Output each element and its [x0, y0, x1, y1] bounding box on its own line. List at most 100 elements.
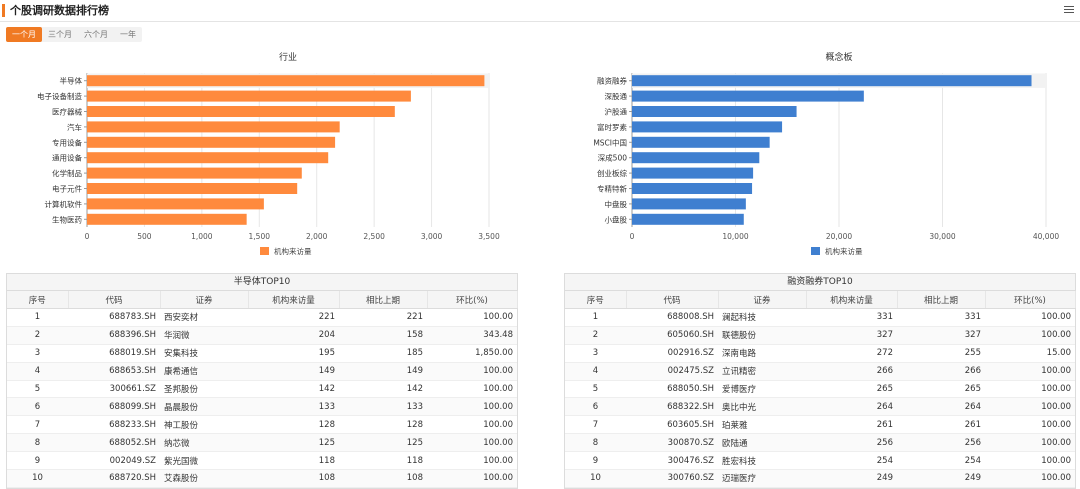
cell-previous: 254: [897, 451, 985, 471]
cell-visits: 327: [806, 326, 897, 345]
cell-change: 100.00: [985, 451, 1075, 471]
cell-security: 澜起科技: [718, 308, 806, 327]
cell-code: 688720.SH: [68, 469, 160, 488]
cell-code: 688019.SH: [68, 344, 160, 363]
cell-visits: 108: [248, 469, 339, 488]
cell-index: 1: [565, 308, 626, 327]
cell-visits: 125: [248, 433, 339, 453]
column-header-visits[interactable]: 机构来访量: [806, 291, 898, 309]
column-header-code[interactable]: 代码: [626, 291, 719, 309]
cell-security: 艾森股份: [160, 469, 248, 488]
legend-label: 机构来访量: [825, 246, 863, 256]
table-row[interactable]: 8 300870.SZ 欧陆通 256 256 100.00: [565, 433, 1075, 453]
cell-change: 15.00: [985, 344, 1075, 363]
column-header-index[interactable]: 序号: [565, 291, 627, 309]
y-tick-label: 中盘股: [605, 199, 628, 209]
tab-one-month[interactable]: 一个月: [6, 27, 42, 42]
column-header-code[interactable]: 代码: [68, 291, 161, 309]
table-row[interactable]: 6 688322.SH 奥比中光 264 264 100.00: [565, 397, 1075, 417]
cell-change: 100.00: [427, 308, 517, 327]
table-row[interactable]: 2 688396.SH 华润微 204 158 343.48: [7, 326, 517, 345]
table-row[interactable]: 8 688052.SH 纳芯微 125 125 100.00: [7, 433, 517, 453]
table-caption: 半导体TOP10: [7, 274, 517, 291]
cell-change: 100.00: [985, 362, 1075, 381]
bar: [87, 121, 340, 133]
y-tick-label: MSCI中国: [593, 137, 627, 147]
cell-change: 100.00: [427, 380, 517, 399]
cell-previous: 142: [339, 380, 427, 399]
cell-change: 100.00: [985, 380, 1075, 399]
cell-index: 5: [7, 380, 68, 399]
y-tick-label: 深股通: [605, 91, 628, 101]
table-caption: 融资融券TOP10: [565, 274, 1075, 291]
column-header-change[interactable]: 环比(%): [985, 291, 1076, 309]
table-row[interactable]: 4 688653.SH 康希通信 149 149 100.00: [7, 362, 517, 381]
table-row[interactable]: 9 002049.SZ 紫光国微 118 118 100.00: [7, 451, 517, 471]
cell-visits: 264: [806, 397, 897, 417]
cell-code: 688233.SH: [68, 415, 160, 435]
column-header-previous[interactable]: 相比上期: [897, 291, 986, 309]
bar: [632, 106, 797, 117]
table-row[interactable]: 10 688720.SH 艾森股份 108 108 100.00: [7, 469, 517, 488]
table-row[interactable]: 5 688050.SH 爱博医疗 265 265 100.00: [565, 380, 1075, 399]
cell-change: 100.00: [985, 469, 1075, 488]
cell-security: 珀莱雅: [718, 415, 806, 435]
cell-previous: 249: [897, 469, 985, 488]
cell-previous: 264: [897, 397, 985, 417]
column-header-index[interactable]: 序号: [7, 291, 69, 309]
y-tick-label: 融资融券: [597, 76, 627, 86]
column-header-security[interactable]: 证券: [160, 291, 249, 309]
y-tick-label: 生物医药: [52, 214, 82, 224]
table-row[interactable]: 2 605060.SH 联德股份 327 327 100.00: [565, 326, 1075, 345]
column-header-previous[interactable]: 相比上期: [339, 291, 428, 309]
y-tick-label: 沪股通: [605, 107, 628, 117]
cell-previous: 185: [339, 344, 427, 363]
table-row[interactable]: 3 002916.SZ 深南电路 272 255 15.00: [565, 344, 1075, 363]
table-row[interactable]: 1 688008.SH 澜起科技 331 331 100.00: [565, 308, 1075, 327]
table-row[interactable]: 10 300760.SZ 迈瑞医疗 249 249 100.00: [565, 469, 1075, 488]
x-tick-label: 0: [85, 232, 90, 241]
y-tick-label: 专精特新: [597, 184, 627, 194]
x-tick-label: 2,000: [306, 232, 328, 241]
table-row[interactable]: 6 688099.SH 晶晨股份 133 133 100.00: [7, 397, 517, 417]
menu-icon[interactable]: [1064, 4, 1074, 16]
cell-index: 8: [7, 433, 68, 453]
cell-security: 圣邦股份: [160, 380, 248, 399]
tab-six-months[interactable]: 六个月: [84, 30, 108, 39]
table-row[interactable]: 3 688019.SH 安集科技 195 185 1,850.00: [7, 344, 517, 363]
table-row[interactable]: 4 002475.SZ 立讯精密 266 266 100.00: [565, 362, 1075, 381]
cell-security: 奥比中光: [718, 397, 806, 417]
table-row[interactable]: 7 688233.SH 神工股份 128 128 100.00: [7, 415, 517, 435]
cell-previous: 255: [897, 344, 985, 363]
x-tick-label: 3,000: [421, 232, 443, 241]
column-header-visits[interactable]: 机构来访量: [248, 291, 340, 309]
cell-change: 100.00: [985, 326, 1075, 345]
table-row[interactable]: 5 300661.SZ 圣邦股份 142 142 100.00: [7, 380, 517, 399]
cell-previous: 158: [339, 326, 427, 345]
cell-change: 1,850.00: [427, 344, 517, 363]
column-header-change[interactable]: 环比(%): [427, 291, 518, 309]
cell-change: 100.00: [427, 415, 517, 435]
x-tick-label: 40,000: [1033, 232, 1059, 241]
table-row[interactable]: 1 688783.SH 西安奕材 221 221 100.00: [7, 308, 517, 327]
cell-code: 300760.SZ: [626, 469, 718, 488]
cell-code: 688322.SH: [626, 397, 718, 417]
cell-security: 迈瑞医疗: [718, 469, 806, 488]
table-row[interactable]: 7 603605.SH 珀莱雅 261 261 100.00: [565, 415, 1075, 435]
x-tick-label: 10,000: [722, 232, 748, 241]
column-header-security[interactable]: 证券: [718, 291, 807, 309]
bar: [87, 198, 264, 210]
cell-visits: 266: [806, 362, 897, 381]
cell-visits: 331: [806, 308, 897, 327]
cell-security: 深南电路: [718, 344, 806, 363]
x-tick-label: 1,500: [249, 232, 271, 241]
cell-change: 100.00: [427, 362, 517, 381]
cell-visits: 265: [806, 380, 897, 399]
bar: [87, 136, 336, 148]
tab-three-months[interactable]: 三个月: [48, 30, 72, 39]
cell-visits: 256: [806, 433, 897, 453]
table-row[interactable]: 9 300476.SZ 胜宏科技 254 254 100.00: [565, 451, 1075, 471]
tab-one-year[interactable]: 一年: [120, 30, 136, 39]
cell-code: 300476.SZ: [626, 451, 718, 471]
bar: [87, 167, 302, 179]
